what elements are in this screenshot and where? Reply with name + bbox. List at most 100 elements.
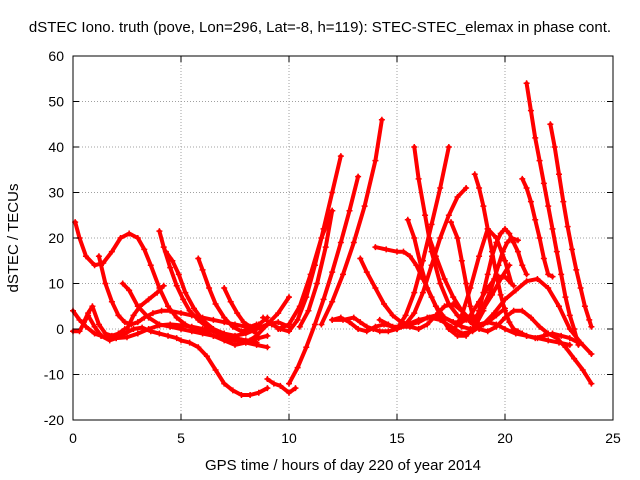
data-point [238, 337, 245, 344]
data-point [445, 212, 452, 219]
x-axis-label: GPS time / hours of day 220 of year 2014 [205, 457, 481, 474]
data-point [545, 203, 552, 210]
y-tick-label: 10 [48, 276, 64, 292]
series-24 [394, 144, 452, 332]
data-point [318, 321, 325, 328]
data-point [340, 271, 346, 278]
data-point [162, 248, 169, 255]
data-point [458, 257, 465, 264]
data-point [519, 175, 526, 182]
series-line [261, 154, 343, 334]
data-point [402, 312, 409, 319]
data-point [294, 316, 301, 323]
data-point [411, 144, 418, 150]
data-point [549, 273, 556, 280]
data-point [549, 225, 556, 232]
data-point [372, 157, 379, 164]
data-point [489, 253, 496, 260]
data-point [562, 294, 569, 301]
series-28 [471, 171, 582, 346]
data-point [484, 319, 491, 326]
x-tick-label: 10 [281, 430, 297, 446]
data-point [508, 235, 515, 241]
data-point [558, 332, 565, 339]
data-point [463, 184, 470, 191]
data-point [303, 344, 310, 351]
data-point [329, 269, 336, 276]
data-point [454, 194, 461, 201]
data-point [428, 221, 435, 228]
data-point [532, 335, 539, 342]
data-point [286, 389, 292, 396]
data-point [115, 330, 122, 337]
series-14 [275, 207, 336, 332]
data-point [136, 303, 143, 310]
data-point [568, 246, 575, 253]
data-point [514, 237, 521, 244]
data-point [553, 248, 560, 255]
data-point [363, 269, 370, 276]
data-point [532, 134, 539, 141]
data-point [350, 239, 357, 246]
data-point [91, 323, 98, 330]
data-point [167, 264, 174, 271]
data-point [476, 253, 483, 260]
data-point [329, 189, 336, 196]
series-line [451, 226, 514, 334]
y-tick-label: 40 [48, 139, 64, 155]
data-point [346, 207, 353, 214]
data-point [221, 314, 228, 321]
data-point [275, 319, 282, 326]
data-point [519, 330, 526, 337]
data-point [441, 314, 448, 321]
data-point [238, 328, 245, 335]
data-point [247, 391, 254, 398]
data-point [523, 80, 530, 87]
data-point [415, 175, 422, 182]
series-29 [471, 225, 530, 326]
data-point [450, 328, 457, 335]
data-point [108, 298, 115, 305]
data-point [445, 326, 452, 332]
x-tick-label: 25 [605, 430, 621, 446]
data-point [448, 219, 454, 226]
data-point [76, 328, 83, 335]
data-point [506, 230, 513, 237]
data-point [203, 353, 210, 360]
data-point [564, 223, 571, 230]
data-point [232, 332, 238, 339]
data-point [264, 376, 271, 383]
data-point [411, 289, 418, 296]
data-point [82, 253, 89, 260]
data-point [437, 280, 444, 287]
data-point [463, 332, 470, 339]
data-point [355, 326, 362, 332]
data-point [275, 326, 282, 332]
data-point [147, 262, 154, 269]
data-point [145, 326, 152, 332]
data-point [523, 332, 530, 339]
axes: 0 5 10 15 20 25 -20 -10 0 10 20 30 40 50 60 [44, 48, 621, 446]
data-point [119, 280, 126, 287]
data-point [540, 255, 547, 262]
data-point [355, 173, 362, 180]
data-point [523, 184, 530, 191]
data-point [588, 380, 595, 387]
data-point [188, 328, 195, 335]
data-point [502, 326, 508, 332]
data-point [337, 153, 344, 160]
data-point [502, 257, 508, 264]
data-point [579, 366, 586, 373]
data-point [381, 300, 388, 307]
data-point [588, 323, 595, 330]
data-point [571, 355, 578, 362]
data-point [512, 287, 519, 294]
chart-title: dSTEC Iono. truth (pove, Lon=296, Lat=-8… [29, 19, 611, 36]
data-point [437, 184, 444, 191]
data-point [385, 328, 392, 335]
data-point [454, 332, 461, 339]
y-tick-label: 0 [56, 321, 64, 337]
x-tick-label: 0 [69, 430, 77, 446]
data-point [467, 285, 474, 292]
data-point [286, 294, 292, 301]
